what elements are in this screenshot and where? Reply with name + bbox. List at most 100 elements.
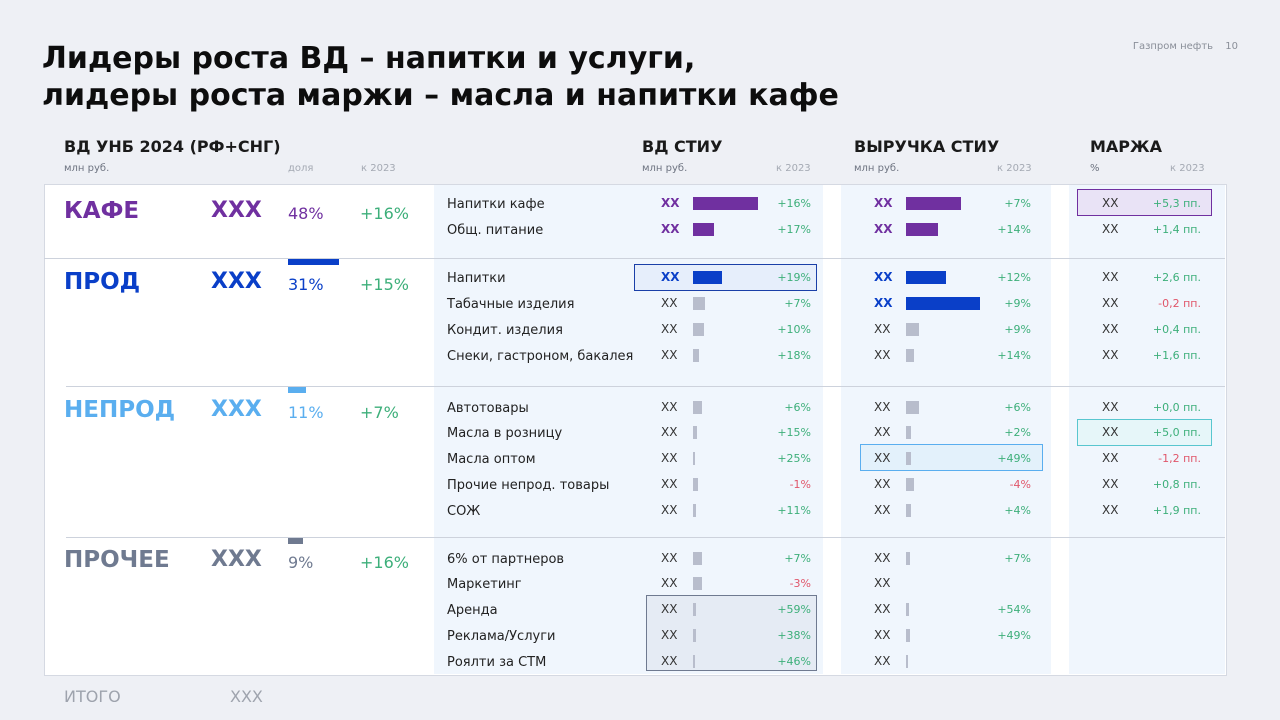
margin-delta: +1,4 пп. [1152,223,1201,236]
page-title-line2: лидеры роста маржи – масла и напитки каф… [42,78,839,113]
row-label: СОЖ [447,504,481,519]
group-share: 48% [288,204,324,223]
vd-value: XX [661,451,678,465]
vd-value: XX [661,425,678,439]
group-name: НЕПРОД [64,397,176,423]
brand-footer: Газпром нефть 10 [1133,41,1238,52]
header-margin-unit: % [1090,163,1100,174]
row-label: Общ. питание [447,223,544,238]
vd-value: XX [661,477,678,491]
row-label: Масла оптом [447,452,536,467]
margin-delta: +1,9 пп. [1152,504,1201,517]
group-name: ПРОЧЕЕ [64,547,170,573]
rev-growth: +14% [997,223,1031,236]
vd-growth: +11% [777,504,811,517]
margin-value: XX [1102,222,1119,236]
group-share: 31% [288,275,324,294]
rev-column-bg [841,185,1051,674]
vd-growth: +15% [777,426,811,439]
page-number: 10 [1225,41,1238,52]
rev-bar [906,478,915,491]
rev-growth: +9% [1004,323,1031,336]
highlight-vd-services [646,595,817,671]
group-growth: +7% [360,403,399,422]
vd-bar [693,603,697,616]
rev-value: XX [874,576,891,590]
group-share: 11% [288,403,324,422]
vd-bar [693,655,696,668]
group-separator [44,258,1225,259]
rev-bar [906,655,908,668]
rev-bar [906,426,912,439]
rev-bar [906,603,910,616]
vd-growth: +7% [784,552,811,565]
vd-bar [693,426,698,439]
rev-value: XX [874,654,891,668]
rev-value: XX [874,222,893,236]
rev-value: XX [874,322,891,336]
vd-bar [693,577,703,590]
rev-bar [906,504,912,517]
margin-delta: +0,4 пп. [1152,323,1201,336]
group-value: XXX [211,269,262,294]
rev-value: XX [874,628,891,642]
group-value: XXX [211,397,262,422]
header-vs2023-unb: к 2023 [361,163,396,174]
rev-growth: +12% [997,271,1031,284]
vd-bar [693,223,714,236]
row-label: Маркетинг [447,577,522,592]
margin-delta: +5,0 пп. [1152,426,1201,439]
vd-value: XX [661,322,678,336]
vd-value: XX [661,222,680,236]
rev-growth: +49% [997,452,1031,465]
highlight-rev-oils [860,444,1043,471]
margin-value: XX [1102,322,1119,336]
vd-growth: +25% [777,452,811,465]
vd-bar [693,552,703,565]
row-label: Напитки кафе [447,197,545,212]
vd-value: XX [661,270,680,284]
rev-growth: -4% [1009,478,1031,491]
rev-bar [906,271,946,284]
header-vs2023-vd: к 2023 [776,163,811,174]
highlight-margin-oils [1077,419,1212,446]
margin-value: XX [1102,503,1119,517]
vd-bar [693,349,700,362]
rev-value: XX [874,477,891,491]
group-separator [66,386,1225,387]
rev-bar [906,349,915,362]
vd-growth: +38% [777,629,811,642]
vd-value: XX [661,348,678,362]
page-title-line1: Лидеры роста ВД – напитки и услуги, [42,41,696,76]
margin-value: XX [1102,348,1119,362]
rev-bar [906,223,938,236]
vd-bar [693,197,759,210]
group-share-bar [288,538,303,544]
margin-value: XX [1102,451,1119,465]
vd-bar [693,401,703,414]
group-name: КАФЕ [64,198,140,224]
header-vs2023-rev: к 2023 [997,163,1032,174]
vd-bar [693,452,695,465]
margin-value: XX [1102,425,1119,439]
margin-delta: -0,2 пп. [1158,297,1201,310]
margin-delta: +2,6 пп. [1152,271,1201,284]
rev-value: XX [874,451,891,465]
vd-value: XX [661,654,678,668]
margin-delta: -1,2 пп. [1158,452,1201,465]
vd-growth: +59% [777,603,811,616]
row-label: Реклама/Услуги [447,629,556,644]
row-label: Прочие непрод. товары [447,478,610,493]
page-title: Лидеры роста ВД – напитки и услуги, лиде… [42,40,839,114]
vd-growth: +16% [777,197,811,210]
vd-value: XX [661,628,678,642]
brand-name: Газпром нефть [1132,41,1214,52]
vd-growth: +18% [777,349,811,362]
vd-growth: +17% [777,223,811,236]
vd-growth: +46% [777,655,811,668]
row-label: Аренда [447,603,498,618]
group-name: ПРОД [64,269,141,295]
row-label: Масла в розницу [447,426,563,441]
margin-delta: +5,3 пп. [1152,197,1201,210]
vd-value: XX [661,602,678,616]
